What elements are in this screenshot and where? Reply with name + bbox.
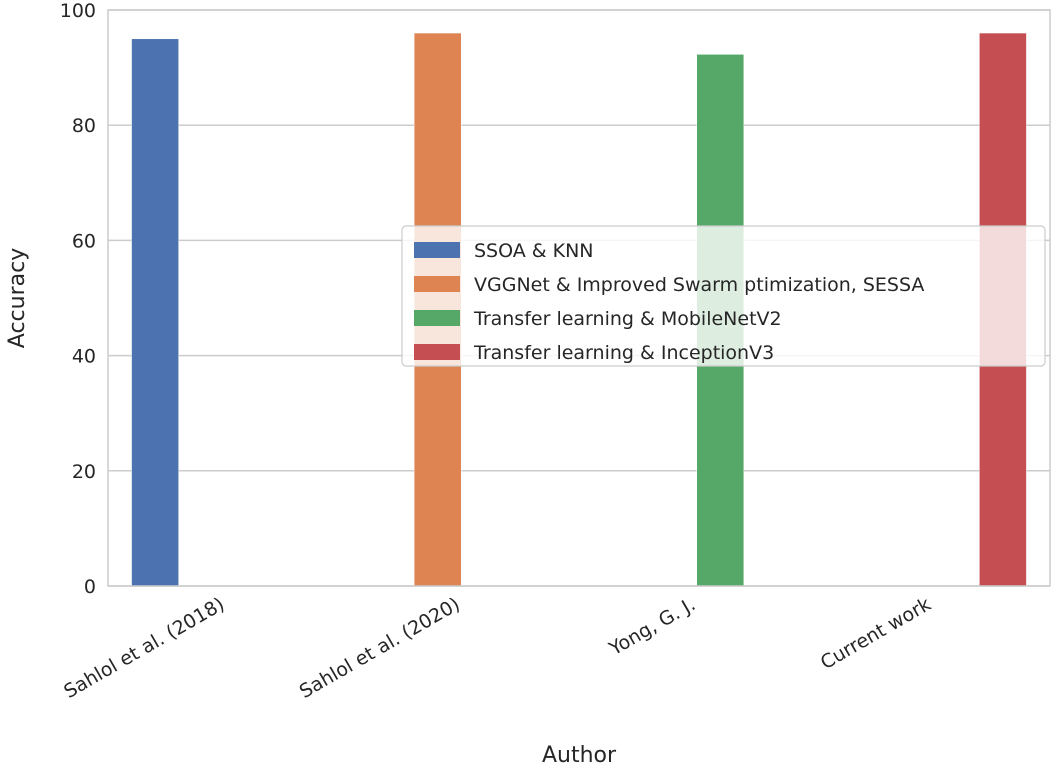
y-tick-label: 60 xyxy=(72,230,96,252)
legend-swatch xyxy=(414,344,460,360)
y-tick-label: 40 xyxy=(72,346,96,368)
x-tick-labels: Sahlol et al. (2018) Sahlol et al. (2020)… xyxy=(60,593,935,703)
x-tick-label: Sahlol et al. (2018) xyxy=(60,593,228,703)
y-tick-label: 80 xyxy=(72,115,96,137)
y-tick-label: 0 xyxy=(84,576,96,598)
legend-swatch xyxy=(414,310,460,326)
y-tick-labels: 0 20 40 60 80 100 xyxy=(60,0,96,598)
x-tick-label: Sahlol et al. (2020) xyxy=(296,593,464,703)
y-tick-label: 100 xyxy=(60,0,96,22)
y-tick-label: 20 xyxy=(72,461,96,483)
plot-frame xyxy=(107,9,1051,587)
x-tick-label: Current work xyxy=(817,593,935,674)
legend-swatch xyxy=(414,242,460,258)
x-axis-label: Author xyxy=(542,743,617,768)
x-tick-label: Yong, G. J. xyxy=(605,593,699,660)
legend-label: VGGNet & Improved Swarm ptimization, SES… xyxy=(474,274,924,296)
y-axis-label: Accuracy xyxy=(5,248,30,348)
legend-label: Transfer learning & MobileNetV2 xyxy=(473,308,782,330)
legend: SSOA & KNN VGGNet & Improved Swarm ptimiz… xyxy=(401,225,1046,367)
bar xyxy=(131,38,179,587)
legend-label: SSOA & KNN xyxy=(474,240,594,262)
legend-box xyxy=(401,225,1046,367)
legend-label: Transfer learning & InceptionV3 xyxy=(473,342,774,364)
legend-swatch xyxy=(414,276,460,292)
